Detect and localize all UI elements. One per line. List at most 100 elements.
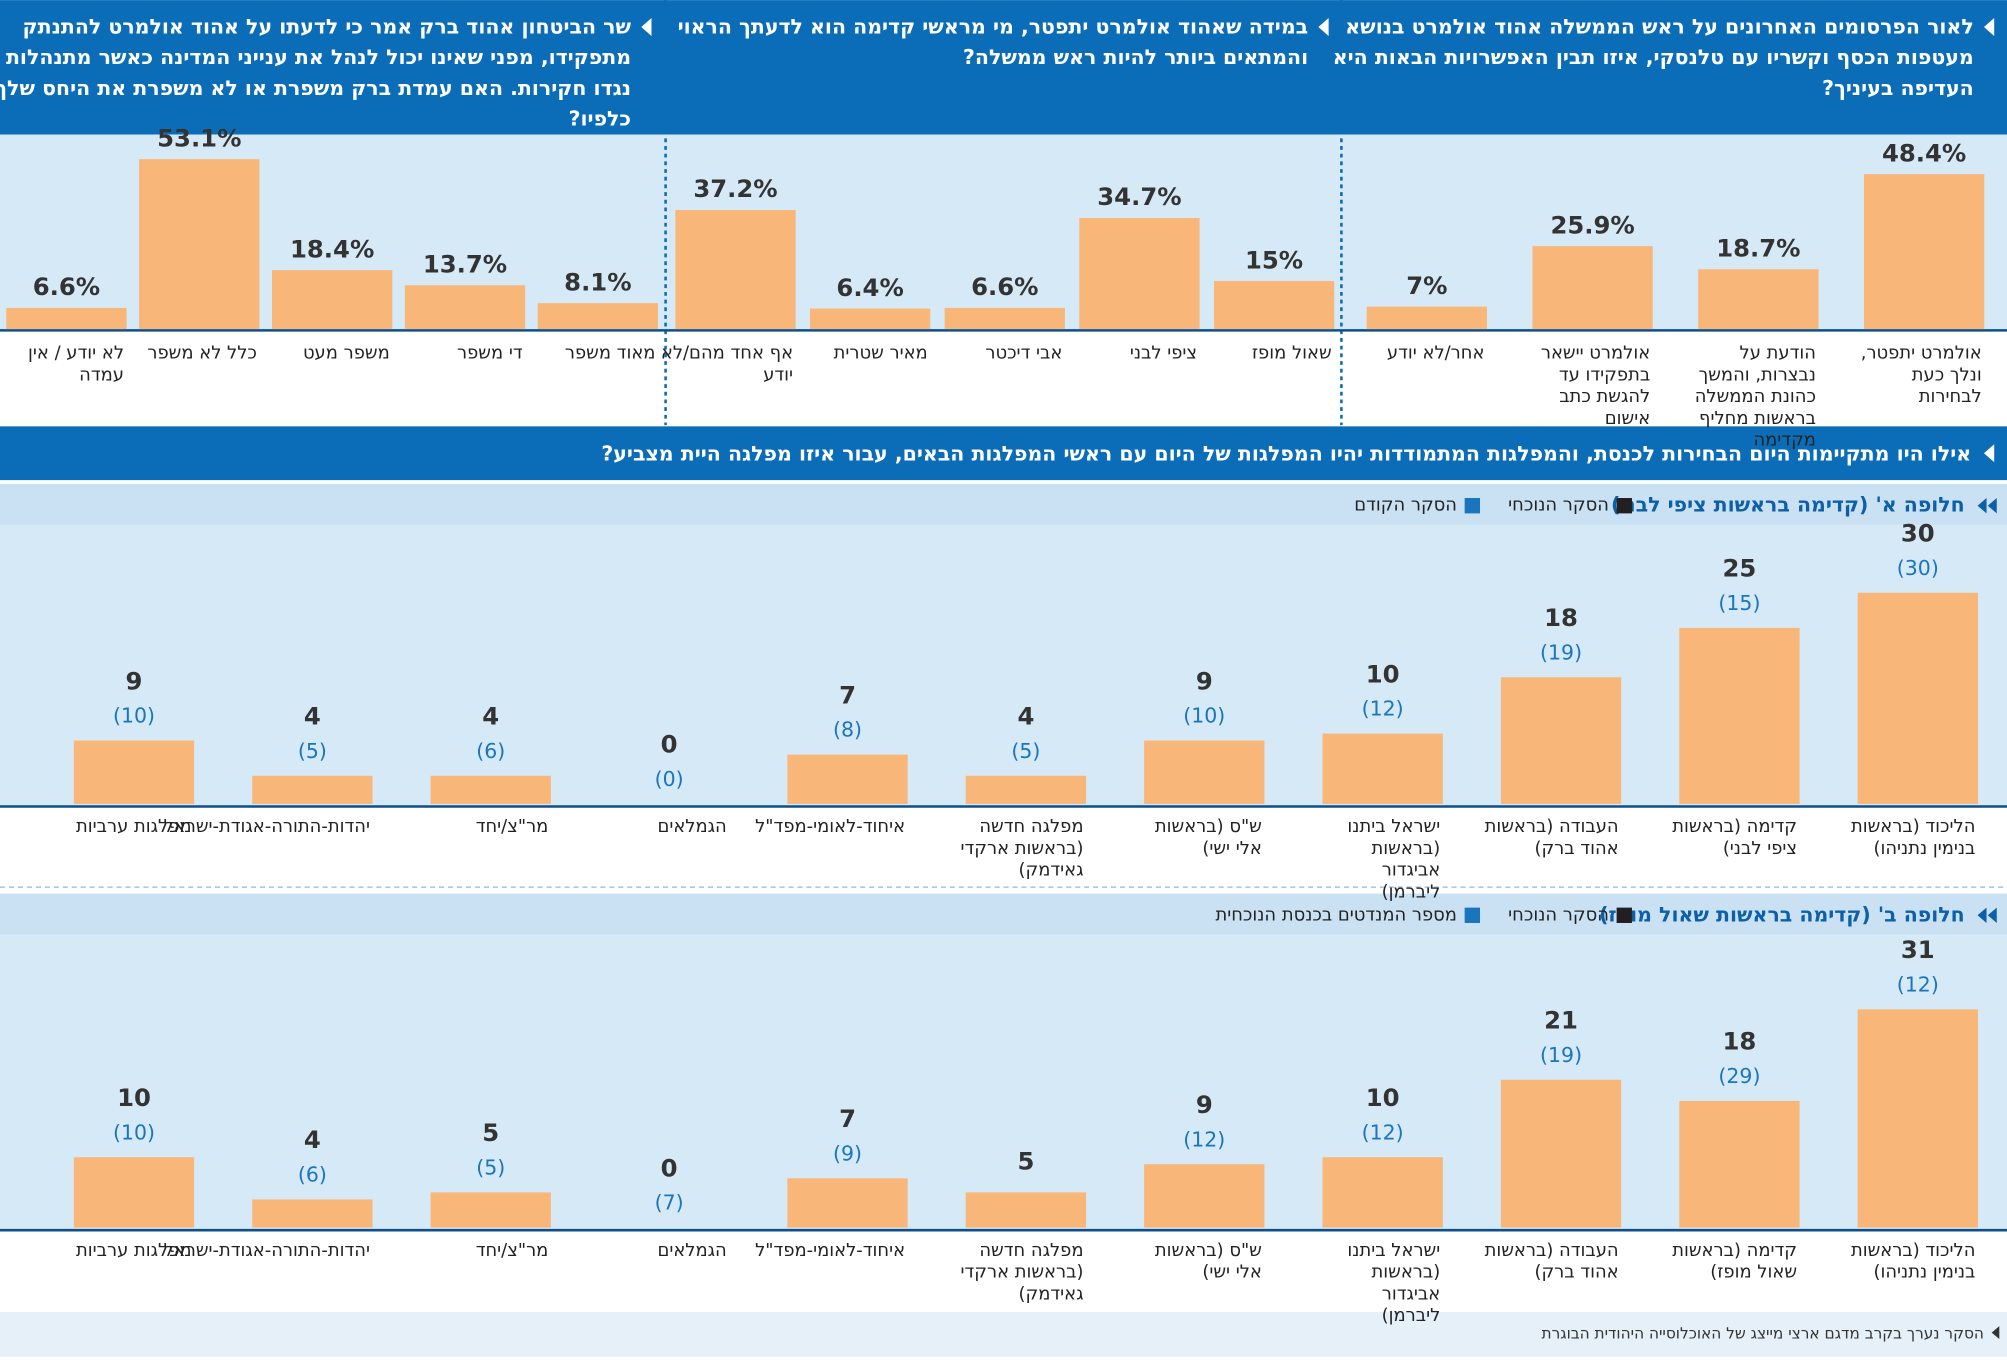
value-label: 0 (661, 730, 678, 759)
text-line: קדימה (בראשות (1667, 816, 1797, 837)
category-label: שאול מופז (1252, 343, 1332, 364)
text-line: אהוד ברק) (1534, 838, 1618, 859)
previous-value-label: (19) (1540, 640, 1582, 664)
legend-swatch (1464, 498, 1481, 514)
text-line: אהוד ברק) (1534, 1262, 1618, 1283)
category-label: ישראל ביתנו (בראשות אביגדור ליברמן) (1342, 816, 1441, 902)
bar (1500, 1079, 1622, 1228)
text-line: ליברמן) (1382, 881, 1441, 902)
value-label: 8.1% (564, 267, 631, 296)
text-line: הגמלאים (657, 1240, 726, 1261)
text-line: יודע (763, 364, 793, 385)
bar (787, 754, 908, 804)
text-line: ישראל ביתנו (1342, 1240, 1441, 1261)
bar (1079, 218, 1200, 330)
text-line: הליכוד (בראשות (1845, 816, 1975, 837)
category-label: מפלגות ערביות (76, 816, 192, 837)
bar (1679, 1100, 1800, 1228)
value-label: 7 (839, 680, 856, 709)
previous-value-label: (10) (113, 1120, 155, 1144)
text-line: מר"צ/יחד (476, 1240, 549, 1261)
value-label: 25.9% (1550, 210, 1634, 239)
text-line: ציפי לבני) (1723, 838, 1797, 859)
bar (675, 210, 796, 330)
category-label: ש"ס (בראשות אלי ישי) (1149, 1240, 1262, 1283)
arrow (1987, 498, 1997, 514)
text-line: איחוד-לאומי-מפד"ל (755, 816, 905, 837)
value-label: 9 (1196, 666, 1213, 695)
previous-value-label: (10) (1183, 704, 1225, 728)
arrow (1977, 498, 1987, 514)
value-label: 6.6% (33, 272, 100, 301)
value-label: 4 (304, 702, 321, 731)
legend-swatch (1616, 907, 1632, 923)
panel-title: במידה שאהוד אולמרט יתפטר, מי מראשי קדימה… (670, 14, 1308, 69)
value-label: 34.7% (1097, 182, 1181, 211)
bar (1679, 627, 1800, 804)
text-line: (בראשות ארקדי (955, 1262, 1084, 1283)
category-label: מר"צ/יחד (476, 1240, 549, 1261)
value-label: 30 (1901, 519, 1935, 548)
text-line: מאוד משפר (565, 343, 656, 364)
text-line: משפר מעט (303, 343, 390, 364)
text-line: להגשת כתב (1554, 386, 1651, 407)
arrow (1983, 444, 1995, 463)
text-line: לא יודע / אין (22, 343, 124, 364)
footer-note: הסקר נערך בקרב מדגם ארצי מייצג של האוכלו… (1542, 1324, 1984, 1342)
value-label: 15% (1245, 245, 1303, 274)
text-line: מעטפות הכסף וקשריו עם טלנסקי, איזו תבין … (1326, 45, 1974, 69)
category-label: איחוד-לאומי-מפד"ל (755, 1240, 905, 1261)
text-line: עמדה (79, 364, 124, 385)
value-label: 4 (304, 1125, 321, 1154)
text-line: אביגדור (1376, 860, 1440, 881)
bar (430, 775, 551, 804)
value-label: 18 (1544, 603, 1578, 632)
previous-value-label: (10) (113, 704, 155, 728)
value-label: 21 (1544, 1006, 1578, 1035)
bar (1322, 733, 1443, 804)
arrow (1987, 907, 1997, 923)
previous-value-label: (5) (476, 1155, 505, 1179)
text-line: מקדימה (1753, 430, 1816, 451)
arrow (1983, 18, 1995, 36)
bar (1698, 269, 1819, 330)
value-label: 5 (1017, 1146, 1034, 1175)
text-line: ציפי לבני (1130, 343, 1197, 364)
value-label: 4 (1017, 702, 1034, 731)
category-label: ישראל ביתנו (בראשות אביגדור ליברמן) (1342, 1240, 1441, 1326)
category-label: הגמלאים (657, 1240, 726, 1261)
bar (1857, 1009, 1978, 1228)
panel-title: שר הביטחון אהוד ברק אמר כי לדעתו על אהוד… (0, 14, 631, 130)
previous-value-label: (5) (1011, 739, 1040, 763)
value-label: 7% (1406, 271, 1447, 300)
text-line: בתפקידו עד (1553, 364, 1650, 385)
bar (6, 307, 127, 330)
text-line: והמתאים ביותר להיות ראש ממשלה? (963, 45, 1308, 69)
text-line: כהונת הממשלה (1689, 386, 1816, 407)
previous-value-label: (12) (1362, 1120, 1404, 1144)
arrow (1977, 907, 1987, 923)
bar (1322, 1157, 1443, 1228)
text-line: אולמרט יתפטר, (1855, 343, 1982, 364)
category-label: ציפי לבני (1130, 343, 1197, 364)
bar (1532, 246, 1653, 330)
category-label: הגמלאים (657, 816, 726, 837)
text-line: גאידמק) (1019, 860, 1084, 881)
category-label: מפלגה חדשה (בראשות ארקדי גאידמק) (955, 1240, 1084, 1305)
text-line: במידה שאהוד אולמרט יתפטר, מי מראשי קדימה… (670, 14, 1308, 38)
text-line: (בראשות (1366, 838, 1440, 859)
bar (965, 1192, 1087, 1228)
value-label: 25 (1723, 554, 1757, 583)
category-label: מר"צ/יחד (476, 816, 549, 837)
text-line: שאול מופז (1252, 343, 1332, 364)
value-label: 31 (1901, 935, 1935, 964)
bar (537, 303, 659, 330)
text-line: מתפקידו, מפני שאינו יכול לנהל את ענייני … (0, 45, 631, 69)
category-label: קדימה (בראשות שאול מופז) (1667, 1240, 1797, 1283)
section-band (0, 426, 2007, 481)
value-label: 53.1% (157, 123, 241, 152)
bar (252, 1199, 373, 1228)
category-label: לא יודע / אין עמדה (22, 343, 124, 386)
value-label: 9 (126, 666, 143, 695)
value-label: 13.7% (423, 249, 507, 278)
